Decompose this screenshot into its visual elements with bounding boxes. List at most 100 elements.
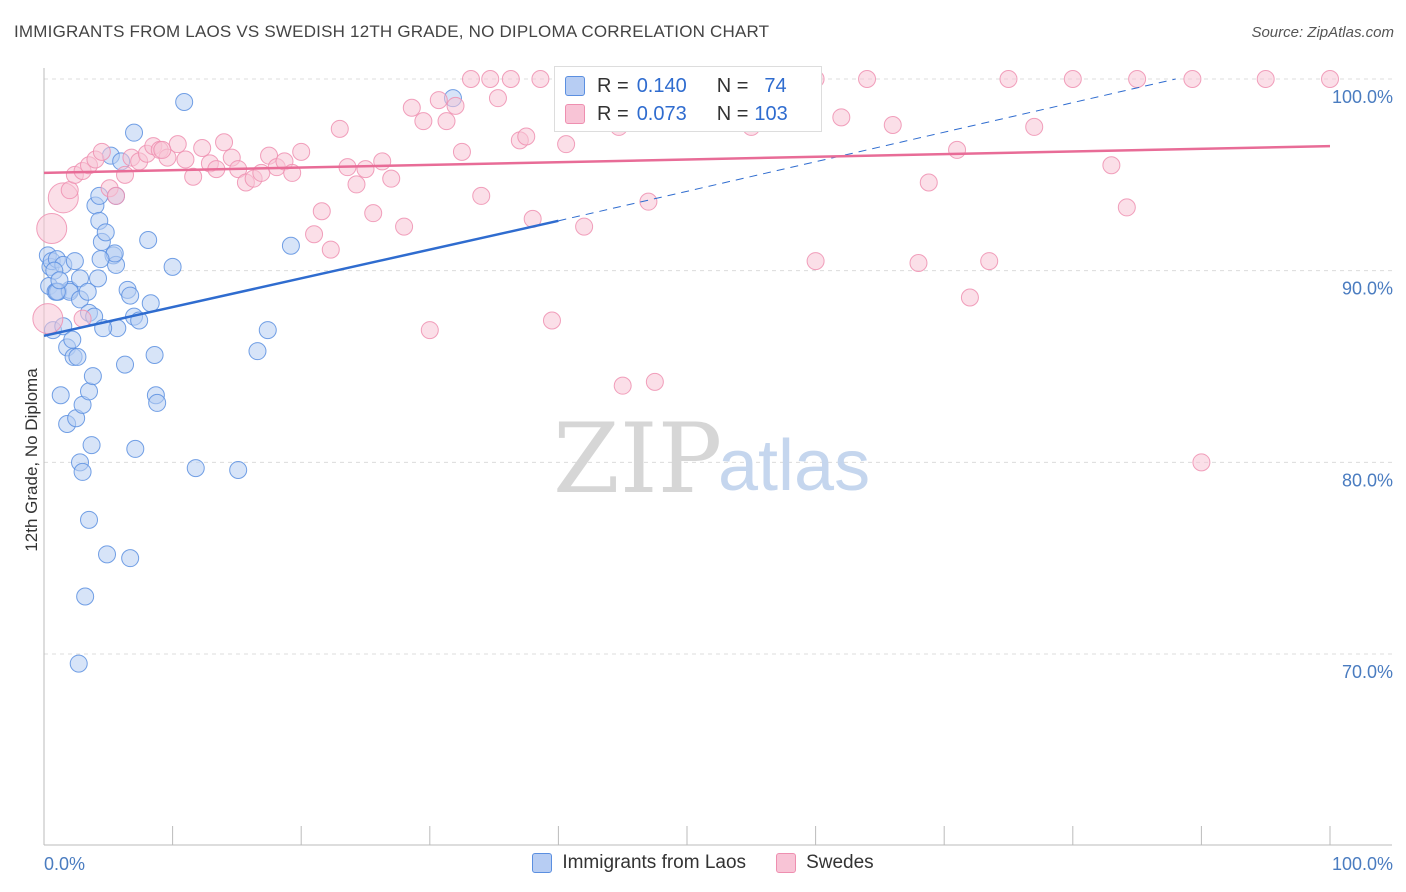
point-swedes [116, 165, 135, 184]
point-swedes [531, 70, 550, 88]
y-tick-label: 90.0% [1342, 279, 1393, 299]
point-swedes [446, 96, 465, 115]
point-swedes [883, 116, 902, 134]
point-laos [91, 250, 110, 269]
point-swedes [356, 160, 375, 179]
point-laos [145, 346, 164, 364]
point-swedes [60, 181, 79, 200]
point-laos [71, 269, 90, 288]
point-swedes [806, 252, 825, 271]
point-laos [65, 252, 84, 271]
point-laos [148, 393, 167, 412]
y-tick-label: 80.0% [1342, 470, 1393, 490]
grid-lines [44, 78, 1392, 655]
point-swedes [542, 311, 561, 330]
chart-title: IMMIGRANTS FROM LAOS VS SWEDISH 12TH GRA… [14, 22, 770, 41]
point-laos [69, 654, 88, 673]
point-swedes [92, 142, 111, 161]
legend-label-swedes: Swedes [806, 852, 874, 873]
point-laos [63, 330, 82, 349]
point-swedes [321, 240, 340, 259]
stats-row-swedes: R = 0.073 N = 103 [565, 101, 788, 127]
point-swedes [1183, 70, 1202, 88]
point-laos [80, 382, 99, 401]
stats-n-label: N = [716, 74, 749, 97]
point-swedes [107, 186, 126, 205]
legend-item-laos[interactable]: Immigrants from Laos [532, 852, 746, 874]
legend-swatch-swedes [776, 853, 797, 873]
point-swedes [437, 112, 456, 131]
point-laos [76, 587, 95, 606]
stats-r-label: R = [597, 74, 629, 97]
stats-n-label: N = [716, 102, 749, 125]
point-swedes [472, 186, 491, 205]
point-swedes [414, 112, 433, 131]
point-swedes [832, 108, 851, 127]
legend: Immigrants from Laos Swedes [0, 852, 1406, 874]
point-laos [281, 236, 300, 255]
point-swedes [176, 150, 195, 169]
point-laos [96, 223, 115, 242]
point-swedes [1128, 70, 1147, 88]
legend-label-laos: Immigrants from Laos [562, 852, 747, 873]
stats-box: R = 0.140 N = 74 R = 0.073 N = 103 [554, 66, 822, 132]
y-tick-label: 100.0% [1332, 87, 1393, 107]
point-swedes [382, 169, 401, 188]
stats-r-value: 0.073 [636, 102, 687, 125]
point-laos [51, 386, 70, 405]
point-laos [68, 347, 87, 366]
point-laos [80, 510, 99, 529]
stats-swatch-swedes [565, 104, 585, 124]
point-laos [98, 545, 117, 564]
point-swedes [613, 376, 632, 395]
point-laos [50, 271, 69, 290]
point-laos [141, 294, 160, 313]
legend-swatch-laos [532, 853, 553, 873]
point-swedes [184, 167, 203, 186]
point-swedes [292, 142, 311, 161]
x-tick-label: 100.0% [1332, 854, 1393, 874]
point-swedes [1192, 453, 1211, 472]
point-swedes [999, 70, 1018, 88]
point-swedes [252, 163, 271, 182]
point-laos [82, 436, 101, 455]
point-swedes [330, 119, 349, 138]
point-swedes [645, 372, 664, 391]
y-tick-label: 70.0% [1342, 662, 1393, 682]
trend-line-laos-extension [558, 78, 1176, 222]
stats-n-value: 103 [754, 102, 788, 125]
point-laos [125, 123, 144, 142]
point-laos [163, 257, 182, 276]
point-laos [258, 321, 277, 340]
point-swedes [461, 70, 480, 88]
point-swedes [312, 202, 331, 221]
trend-line-swedes [43, 144, 1331, 175]
point-laos [121, 286, 140, 305]
stats-row-laos: R = 0.140 N = 74 [565, 73, 787, 99]
point-laos [186, 459, 205, 478]
point-swedes [1063, 70, 1082, 88]
point-swedes [73, 309, 92, 328]
point-swedes [347, 175, 366, 194]
point-swedes [481, 70, 500, 88]
point-swedes [1256, 70, 1275, 88]
point-swedes [429, 91, 448, 110]
point-laos [89, 269, 108, 288]
point-laos [73, 462, 92, 481]
point-swedes [557, 135, 576, 154]
legend-item-swedes[interactable]: Swedes [776, 852, 874, 874]
watermark-atlas: atlas [718, 426, 870, 506]
stats-swatch-laos [565, 76, 585, 96]
point-swedes [32, 303, 64, 335]
point-swedes [420, 321, 439, 340]
point-laos [116, 355, 135, 374]
point-laos [229, 461, 248, 479]
point-swedes [639, 192, 658, 211]
point-laos [83, 367, 102, 386]
point-swedes [36, 213, 68, 244]
trend-line-laos [43, 219, 559, 338]
axes [43, 68, 1392, 846]
point-swedes [858, 70, 877, 88]
stats-r-label: R = [597, 102, 629, 125]
